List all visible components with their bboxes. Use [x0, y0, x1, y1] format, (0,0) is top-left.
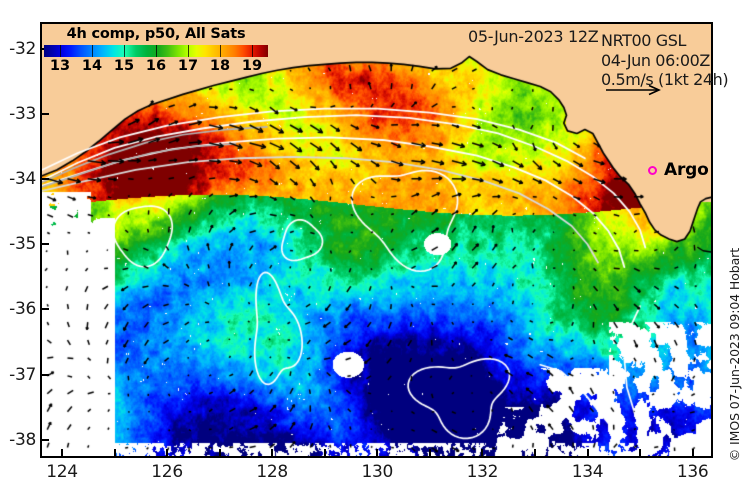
colorbar-tick-label: 13 — [49, 58, 71, 74]
argo-legend-label: Argo — [664, 160, 709, 180]
y-tick-label: -35 — [9, 234, 36, 255]
x-tick — [271, 449, 274, 456]
x-tick — [113, 449, 116, 456]
x-tick — [533, 449, 536, 456]
vector-date-label: 04-Jun 06:00Z — [601, 50, 710, 70]
vector-scale-label: 0.5m/s (1kt 24h) — [601, 70, 729, 89]
colorbar-tick-label: 15 — [113, 58, 135, 74]
x-tick-label: 128 — [256, 462, 288, 482]
x-tick — [376, 449, 379, 456]
colorbar-title: 4h comp, p50, All Sats — [66, 26, 246, 42]
colorbar-tick — [188, 45, 189, 57]
argo-legend: Argo — [648, 160, 709, 180]
colorbar-tick — [156, 45, 157, 57]
x-tick — [586, 449, 589, 456]
colorbar-tick — [220, 45, 221, 57]
x-tick-label: 130 — [361, 462, 394, 482]
y-tick — [42, 243, 49, 246]
y-tick — [42, 178, 49, 181]
map-plot-area[interactable] — [40, 22, 713, 458]
colorbar-tick-label: 14 — [81, 58, 103, 74]
colorbar-tick-labels: 13 14 15 16 17 18 19 — [44, 58, 268, 78]
colorbar-tick — [60, 45, 61, 57]
x-tick-label: 124 — [46, 462, 78, 482]
sst-raster-canvas — [42, 24, 711, 456]
colorbar-gradient — [44, 45, 268, 57]
x-tick — [218, 449, 221, 456]
x-tick-label: 132 — [466, 462, 499, 482]
y-tick-label: -32 — [9, 38, 36, 59]
colorbar-tick — [252, 45, 253, 57]
y-tick-label: -37 — [9, 364, 36, 385]
y-tick — [42, 438, 49, 441]
x-tick-label: 126 — [151, 462, 183, 482]
y-tick-label: -34 — [9, 169, 36, 190]
colorbar: 4h comp, p50, All Sats 13 14 15 16 17 18 19 — [44, 26, 268, 78]
colorbar-tick-label: 19 — [241, 58, 263, 74]
argo-marker-icon — [648, 165, 657, 175]
vector-source-label: NRT00 GSL — [601, 31, 687, 50]
x-tick-label: 136 — [676, 462, 709, 482]
x-tick — [428, 449, 431, 456]
x-tick — [166, 449, 169, 456]
x-tick-label: 134 — [571, 462, 604, 482]
colorbar-tick — [124, 45, 125, 57]
colorbar-tick-label: 18 — [209, 58, 231, 74]
colorbar-tick-label: 17 — [177, 58, 199, 74]
vector-info-block: NRT00 GSL 04-Jun 06:00Z 0.5m/s (1kt 24h) — [601, 31, 729, 90]
x-tick — [691, 449, 694, 456]
colorbar-tick — [92, 45, 93, 57]
map-date-label: 05-Jun-2023 12Z — [468, 27, 599, 46]
vector-scale-arrow-icon — [606, 84, 661, 96]
colorbar-tick-label: 16 — [145, 58, 167, 74]
imos-credit-label: © IMOS 07-Jun-2023 09:04 Hobart — [727, 248, 742, 462]
x-tick — [481, 449, 484, 456]
x-tick — [639, 449, 642, 456]
x-tick — [60, 449, 63, 456]
y-tick-label: -38 — [9, 429, 36, 450]
y-tick-label: -36 — [9, 299, 36, 320]
y-tick — [42, 373, 49, 376]
y-tick-label: -33 — [9, 103, 36, 124]
y-tick — [42, 112, 49, 115]
x-tick — [323, 449, 326, 456]
y-tick — [42, 308, 49, 311]
colorbar-ticks — [44, 45, 268, 57]
